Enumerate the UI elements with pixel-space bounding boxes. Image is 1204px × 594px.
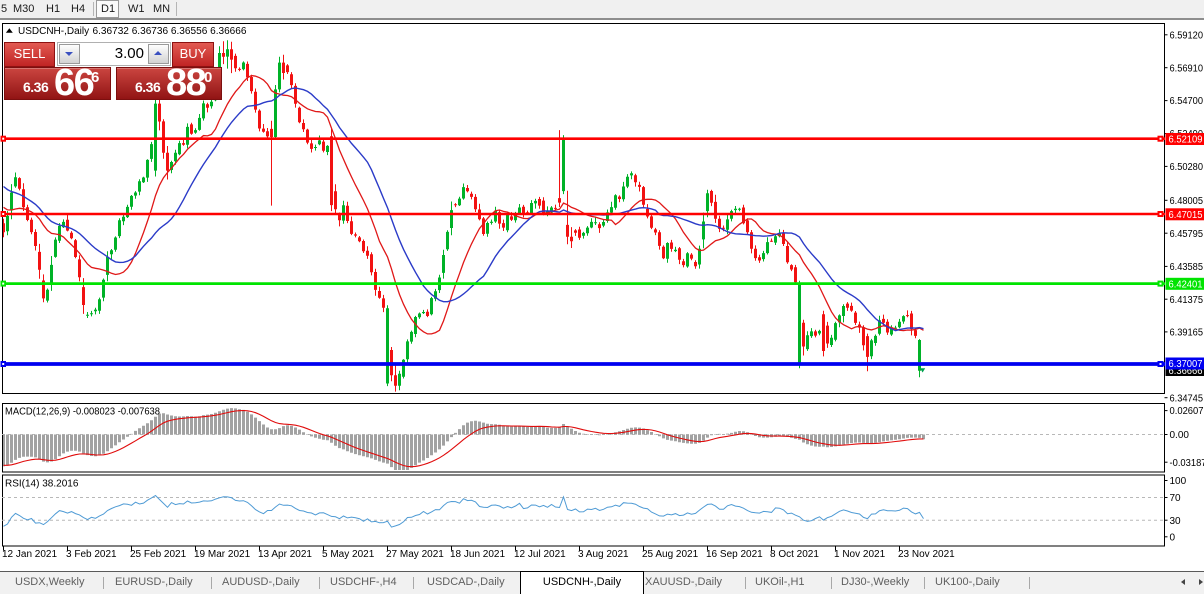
svg-text:6.45795: 6.45795 [1170, 229, 1204, 240]
svg-text:6.34745: 6.34745 [1170, 393, 1204, 404]
svg-text:6.43585: 6.43585 [1170, 262, 1204, 273]
svg-text:6.52109: 6.52109 [1169, 135, 1203, 146]
svg-text:0: 0 [1170, 532, 1176, 543]
svg-text:8 Oct 2021: 8 Oct 2021 [770, 549, 819, 560]
svg-text:12 Jul 2021: 12 Jul 2021 [514, 549, 566, 560]
svg-text:70: 70 [1170, 493, 1182, 504]
svg-text:6.39165: 6.39165 [1170, 328, 1204, 339]
svg-text:6.48005: 6.48005 [1170, 196, 1204, 207]
svg-text:-0.03187: -0.03187 [1170, 458, 1204, 469]
svg-text:23 Nov 2021: 23 Nov 2021 [898, 549, 955, 560]
svg-text:MACD(12,26,9) -0.008023 -0.007: MACD(12,26,9) -0.008023 -0.007638 [5, 407, 160, 418]
svg-text:100: 100 [1170, 476, 1187, 487]
svg-text:RSI(14) 38.2016: RSI(14) 38.2016 [5, 479, 79, 490]
svg-text:12 Jan 2021: 12 Jan 2021 [2, 549, 57, 560]
svg-text:13 Apr 2021: 13 Apr 2021 [258, 549, 312, 560]
svg-text:6.56910: 6.56910 [1170, 63, 1204, 74]
svg-text:6.42401: 6.42401 [1169, 280, 1203, 291]
svg-text:0.02607: 0.02607 [1170, 406, 1204, 417]
svg-text:16 Sep 2021: 16 Sep 2021 [706, 549, 763, 560]
svg-text:30: 30 [1170, 516, 1182, 527]
svg-text:6.54700: 6.54700 [1170, 96, 1204, 107]
svg-text:USDCNH-,Daily: USDCNH-,Daily [18, 26, 89, 37]
svg-text:0.00: 0.00 [1170, 430, 1190, 441]
svg-text:19 Mar 2021: 19 Mar 2021 [194, 549, 251, 560]
svg-text:1 Nov 2021: 1 Nov 2021 [834, 549, 886, 560]
svg-text:6.36732 6.36736 6.36556 6.3666: 6.36732 6.36736 6.36556 6.36666 [93, 26, 247, 37]
svg-text:5 May 2021: 5 May 2021 [322, 549, 375, 560]
svg-text:18 Jun 2021: 18 Jun 2021 [450, 549, 505, 560]
svg-text:25 Feb 2021: 25 Feb 2021 [130, 549, 187, 560]
svg-text:6.37007: 6.37007 [1169, 359, 1203, 370]
svg-text:6.47015: 6.47015 [1169, 210, 1203, 221]
svg-text:3 Aug 2021: 3 Aug 2021 [578, 549, 629, 560]
svg-text:6.50280: 6.50280 [1170, 162, 1204, 173]
svg-text:6.41375: 6.41375 [1170, 295, 1204, 306]
svg-text:27 May 2021: 27 May 2021 [386, 549, 444, 560]
svg-text:25 Aug 2021: 25 Aug 2021 [642, 549, 699, 560]
svg-text:6.59120: 6.59120 [1170, 30, 1204, 41]
svg-text:3 Feb 2021: 3 Feb 2021 [66, 549, 117, 560]
